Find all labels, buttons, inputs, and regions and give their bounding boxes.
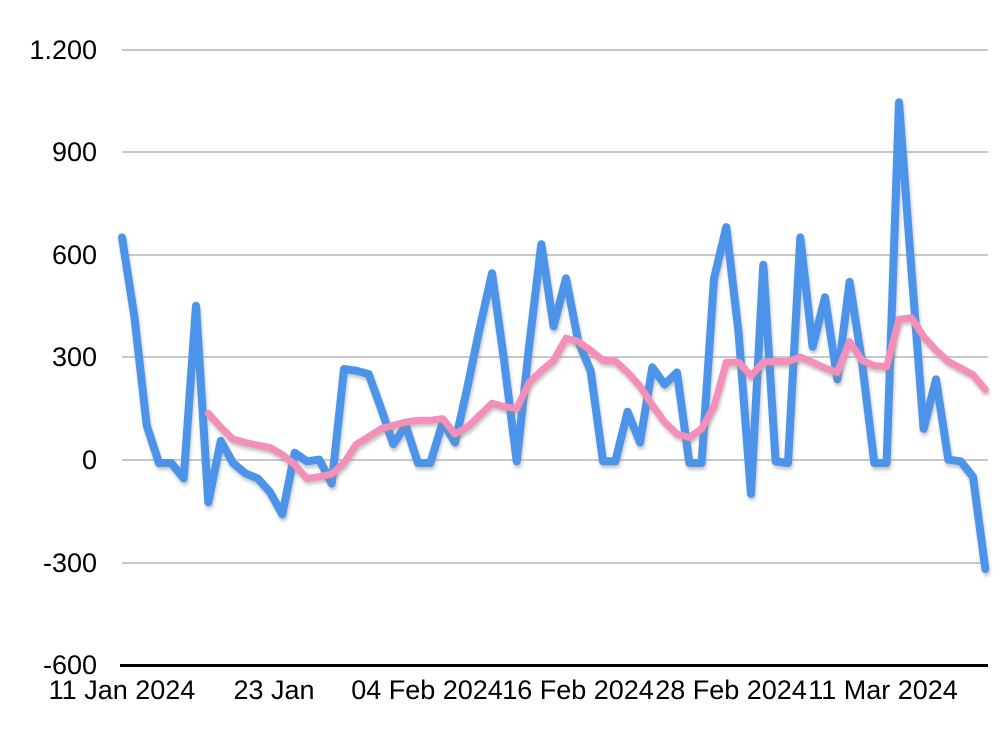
x-axis-tick-label: 16 Feb 2024 [502, 675, 654, 705]
gridline-0 [122, 459, 988, 461]
x-axis-tick-label: 11 Mar 2024 [808, 675, 958, 705]
x-axis-tick-label: 04 Feb 2024 [351, 675, 503, 705]
y-axis-tick-label: 1.200 [29, 35, 97, 65]
gridline-600 [122, 254, 988, 256]
gridline-900 [122, 151, 988, 153]
moving-average-line [204, 314, 989, 482]
daily-series-line [118, 98, 990, 573]
y-axis-tick-label: 300 [51, 342, 97, 372]
x-axis-tick-label: 23 Jan [233, 675, 315, 705]
y-axis-tick-label: -600 [42, 650, 97, 680]
x-axis-line [120, 664, 988, 667]
x-axis-tick-label: 11 Jan 2024 [48, 675, 196, 705]
y-axis-tick-label: -300 [42, 548, 97, 578]
gridline-1200 [122, 49, 988, 51]
y-axis-tick-label: 0 [81, 445, 97, 475]
y-axis-tick-label: 900 [51, 137, 97, 167]
y-axis-tick-label: 600 [51, 240, 97, 270]
gridline-neg300 [122, 562, 988, 564]
x-axis-tick-label: 28 Feb 2024 [655, 675, 807, 705]
